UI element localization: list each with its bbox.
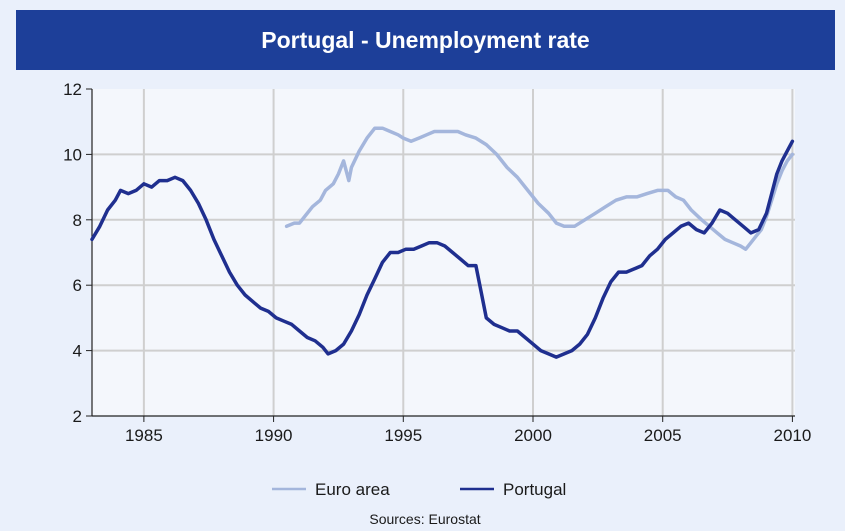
legend-label: Euro area [315, 480, 390, 499]
y-tick-label: 4 [73, 342, 82, 361]
y-tick-label: 12 [63, 80, 82, 99]
y-tick-label: 6 [73, 276, 82, 295]
x-tick-label: 1995 [384, 426, 422, 445]
y-tick-label: 8 [73, 211, 82, 230]
x-tick-label: 2005 [644, 426, 682, 445]
source-note: Sources: Eurostat [369, 511, 480, 527]
x-tick-label: 1985 [125, 426, 163, 445]
series-line-euro-area [284, 126, 795, 251]
plot-area [92, 89, 795, 416]
chart-title-bar: Portugal - Unemployment rate [16, 10, 835, 70]
x-tick-label: 2010 [773, 426, 811, 445]
x-tick-label: 1990 [255, 426, 293, 445]
legend-label: Portugal [503, 480, 566, 499]
series-line-portugal [90, 139, 795, 359]
y-tick-label: 2 [73, 407, 82, 426]
x-tick-label: 2000 [514, 426, 552, 445]
chart-title: Portugal - Unemployment rate [261, 26, 590, 53]
y-tick-label: 10 [63, 145, 82, 164]
